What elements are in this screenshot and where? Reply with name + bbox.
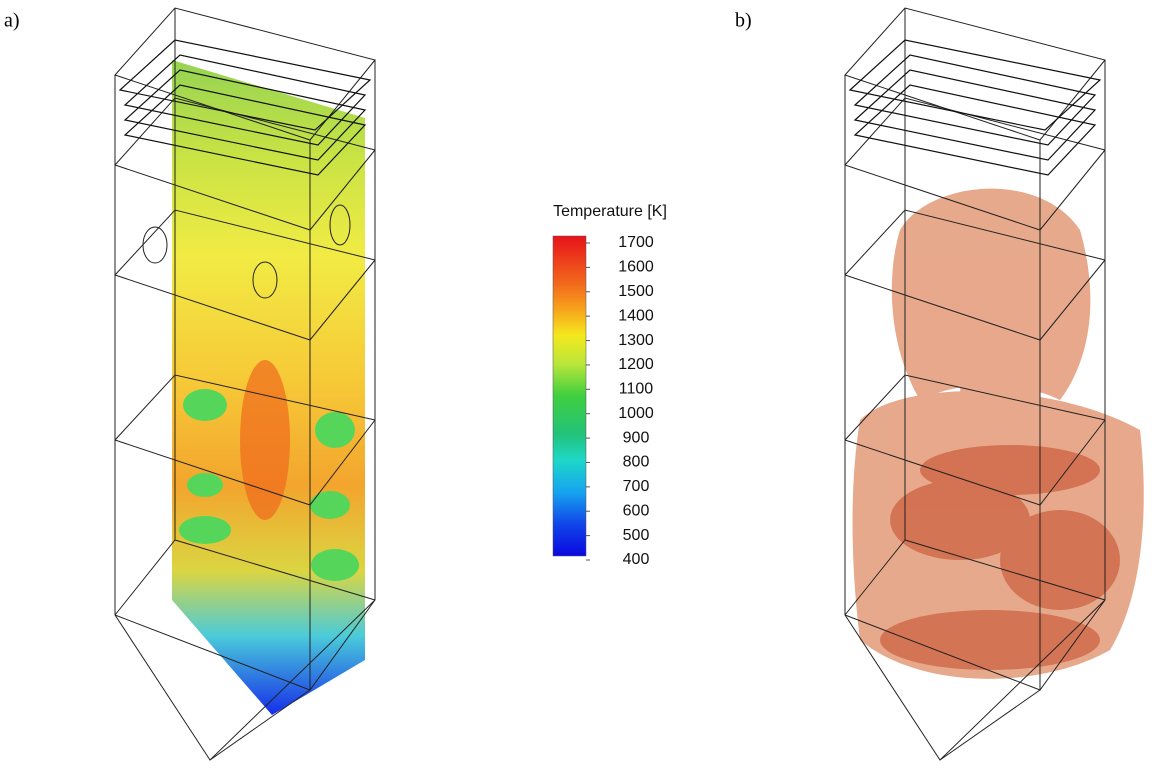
figure: a) b)	[0, 0, 1159, 771]
colorbar-tick-label: 1700	[618, 234, 654, 251]
panel-label: b)	[735, 10, 752, 32]
colorbar-tick-label: 700	[623, 478, 650, 495]
colorbar-tick-label: 1400	[618, 307, 654, 324]
furnace-a	[115, 8, 375, 760]
colorbar-tick-label: 900	[623, 429, 650, 446]
colorbar-tick-label: 1300	[618, 332, 654, 349]
colorbar-title: Temperature [K]	[553, 203, 667, 220]
figure-canvas: a) b)	[0, 0, 1159, 771]
colorbar-tick-label: 400	[623, 551, 650, 568]
colorbar-tick-label: 800	[623, 454, 650, 471]
colorbar-tick-label: 600	[623, 502, 650, 519]
colorbar-tick-label: 1500	[618, 283, 654, 300]
panel-label: a)	[4, 10, 20, 32]
furnace-b	[845, 8, 1144, 760]
colorbar-tick-label: 1600	[618, 259, 654, 276]
colorbar-tick-label: 1000	[618, 405, 654, 422]
colorbar-tick-label: 1100	[619, 381, 654, 398]
colorbar-tick-label: 500	[623, 527, 650, 544]
colorbar: Temperature [K] 1700 1600 1500 1400 1300 1200…	[553, 203, 667, 568]
colorbar-bar	[553, 236, 586, 556]
colorbar-tick-label: 1200	[618, 356, 654, 373]
